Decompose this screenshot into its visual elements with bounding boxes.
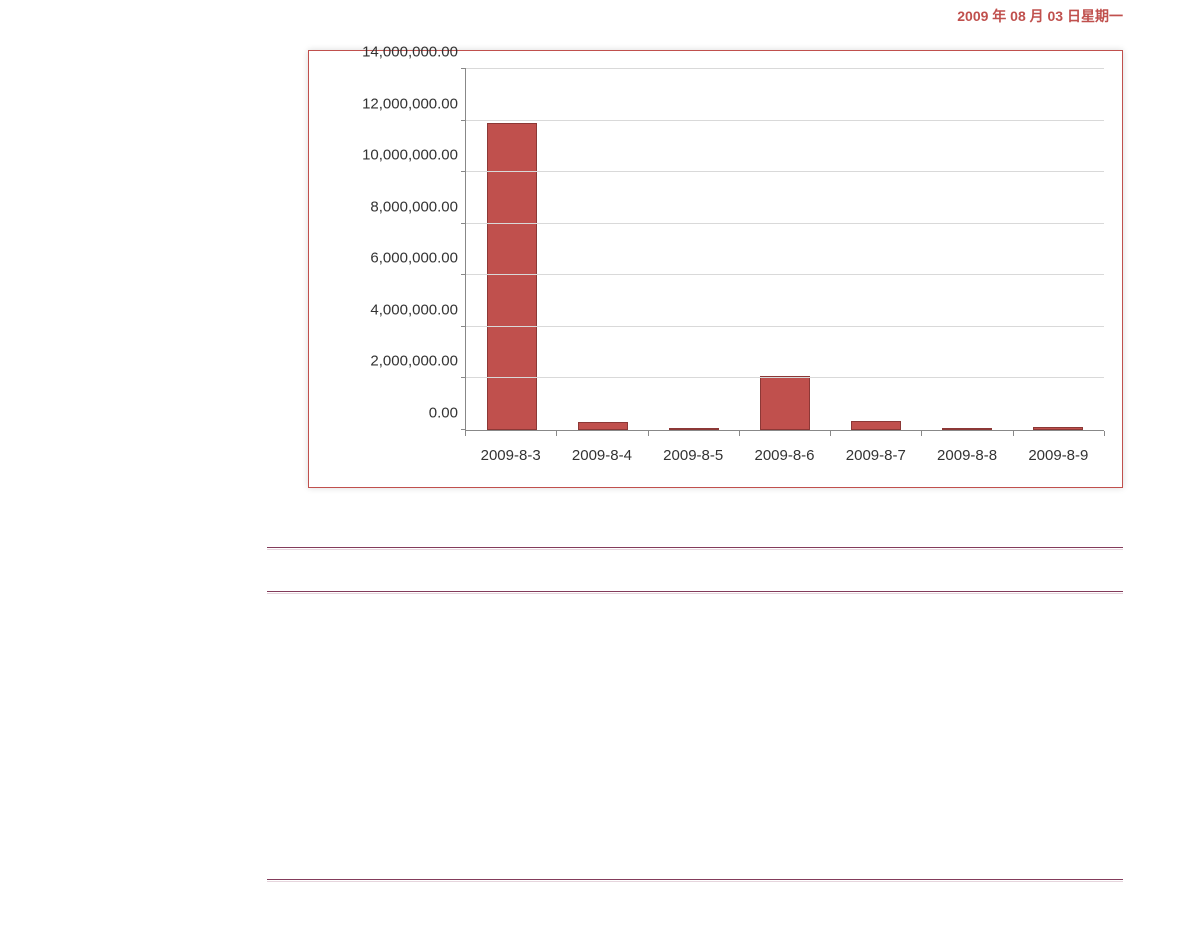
x-tick-label: 2009-8-9 [1028,447,1088,464]
y-tick-mark [461,429,466,430]
chart-container: 0.00 2,000,000.00 4,000,000.00 6,000,000.00… [308,50,1123,488]
y-tick-label: 10,000,000.00 [362,147,458,164]
x-tick-mark [648,431,649,436]
x-tick-label: 2009-8-3 [481,447,541,464]
bar [487,123,537,430]
x-tick-mark [830,431,831,436]
x-tick-mark [556,431,557,436]
x-tick-mark [921,431,922,436]
bar [851,421,901,430]
x-tick-label: 2009-8-7 [846,447,906,464]
x-axis-row: 2009-8-3 2009-8-4 2009-8-5 2009-8-6 2009-8-7… [465,431,1104,479]
chart-inner: 0.00 2,000,000.00 4,000,000.00 6,000,000.00… [317,59,1114,479]
x-tick-mark [1013,431,1014,436]
y-tick-label: 6,000,000.00 [370,250,458,267]
x-tick-mark [739,431,740,436]
y-tick-label: 8,000,000.00 [370,198,458,215]
y-tick-mark [461,171,466,172]
y-tick-mark [461,120,466,121]
y-tick-mark [461,274,466,275]
y-tick-label: 14,000,000.00 [362,44,458,61]
y-tick-label: 4,000,000.00 [370,301,458,318]
divider-shadow [267,593,1123,594]
bar [669,428,719,430]
x-tick-label: 2009-8-6 [754,447,814,464]
bar [760,376,810,430]
gridline [466,171,1104,172]
x-tick-mark [1104,431,1105,436]
y-tick-label: 0.00 [429,405,458,422]
gridline [466,120,1104,121]
bars-group [466,69,1104,430]
divider-line [267,591,1123,592]
y-tick-mark [461,377,466,378]
divider-line [267,547,1123,548]
y-tick-mark [461,223,466,224]
divider-line [267,879,1123,880]
gridline [466,223,1104,224]
y-tick-label: 2,000,000.00 [370,353,458,370]
x-tick-label: 2009-8-4 [572,447,632,464]
gridline [466,326,1104,327]
bar [1033,427,1083,430]
gridline [466,68,1104,69]
x-tick-mark [465,431,466,436]
divider-shadow [267,881,1123,882]
y-tick-mark [461,68,466,69]
plot-area: 0.002,000,000.004,000,000.006,000,000.00… [465,69,1104,431]
x-tick-label: 2009-8-5 [663,447,723,464]
y-tick-mark [461,326,466,327]
bar [578,422,628,430]
x-tick-label: 2009-8-8 [937,447,997,464]
bar [942,428,992,430]
y-tick-label: 12,000,000.00 [362,95,458,112]
divider-shadow [267,549,1123,550]
date-header: 2009 年 08 月 03 日星期一 [957,6,1123,26]
gridline [466,274,1104,275]
gridline [466,377,1104,378]
